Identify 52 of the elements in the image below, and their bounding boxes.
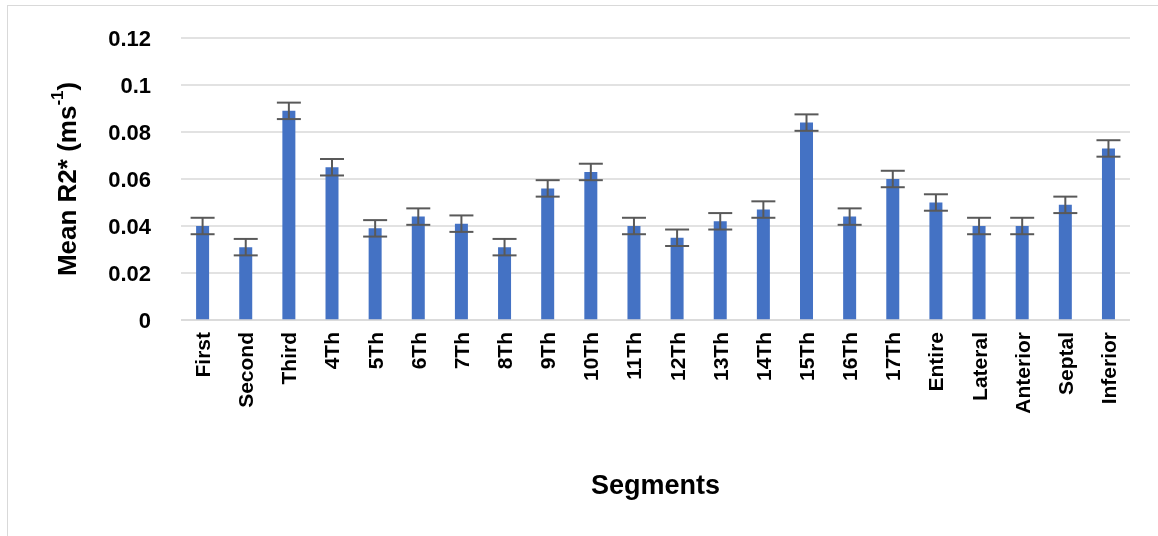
x-tick-label: Inferior [1096,332,1120,405]
x-tick-label: Third [277,332,301,385]
x-tick-label: 6Th [406,332,430,370]
x-tick-label: Entire [924,332,948,392]
x-tick-label: 12Th [665,332,689,382]
bar [843,216,857,320]
x-tick-label: 9Th [536,332,560,370]
bar [325,167,339,320]
x-tick-label: 7Th [449,332,473,370]
bar [368,228,382,320]
bar [929,202,943,320]
bar [627,226,641,320]
x-tick-label: 5Th [363,332,387,370]
bar [713,221,727,320]
x-tick-label: 14Th [751,332,775,382]
bar [196,226,210,320]
bar [411,216,425,320]
bar [1015,226,1029,320]
y-tick-label: 0.12 [108,25,151,51]
bar [498,247,512,320]
y-tick-label: 0.06 [108,166,151,192]
x-tick-label: Septal [1053,332,1077,396]
x-tick-label: 15Th [794,332,818,382]
bar [670,237,684,320]
y-tick-label: 0 [138,307,151,333]
y-tick-label: 0.04 [108,213,152,239]
x-tick-label: Lateral [967,332,991,401]
bar [972,226,986,320]
x-tick-label: 17Th [881,332,905,382]
x-tick-label: Anterior [1010,332,1034,414]
bar [756,209,770,320]
bar [800,122,814,320]
bar [541,188,555,320]
x-tick-label: 8Th [493,332,517,370]
bar [1101,148,1115,320]
x-tick-label: 13Th [708,332,732,382]
y-tick-label: 0.08 [108,119,151,145]
y-tick-label: 0.02 [108,260,151,286]
x-tick-label: 16Th [838,332,862,382]
y-tick-label: 0.1 [120,72,151,98]
x-tick-label: 10Th [579,332,603,382]
bar [1058,204,1072,320]
bar [239,247,253,320]
bar [584,171,598,320]
bar [282,110,296,320]
x-tick-label: 11Th [622,332,646,380]
x-axis-title: Segments [590,470,721,500]
x-tick-label: First [191,332,215,378]
x-tick-label: Second [234,332,258,408]
bar [454,223,468,320]
bar [886,179,900,320]
x-tick-label: 4Th [320,332,344,370]
